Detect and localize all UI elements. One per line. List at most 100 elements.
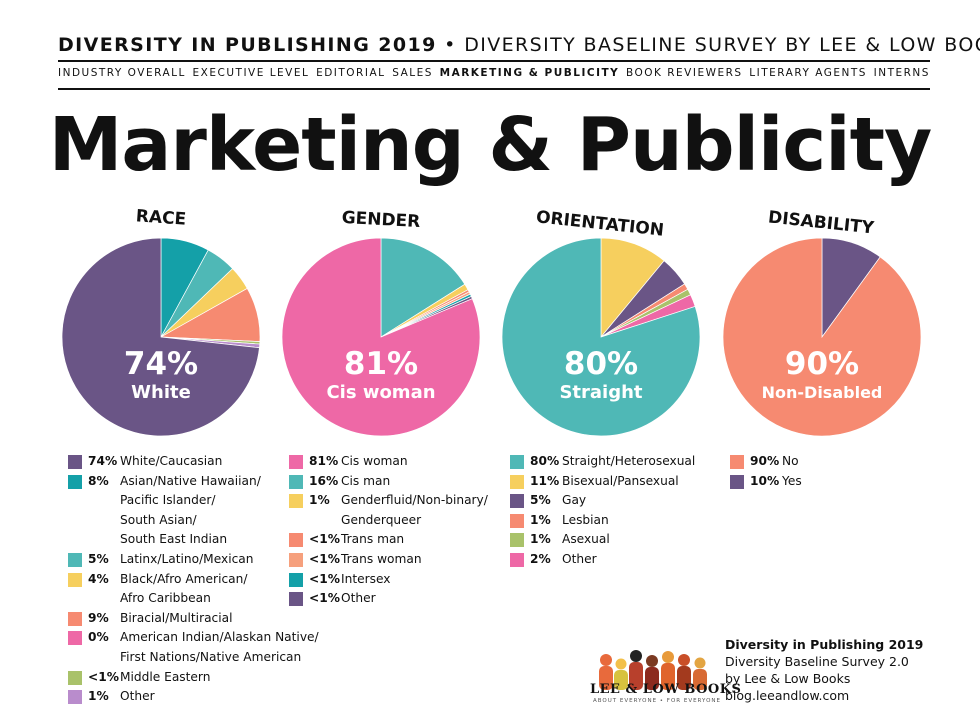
header-rule-top — [58, 60, 930, 62]
legend-percent: 1% — [309, 493, 330, 508]
legend-percent: 0% — [88, 630, 109, 645]
legend-item-orientation: 2% Other — [510, 550, 715, 570]
pie-highlight-label-gender: Cis woman — [326, 382, 435, 403]
legend-label: South East Indian — [120, 532, 228, 547]
legend-item-orientation: 11% Bisexual/Pansexual — [510, 472, 715, 492]
legend-percent: 8% — [88, 473, 109, 488]
legend-label: Biracial/Multiracial — [120, 610, 233, 625]
legend-label: Intersex — [341, 571, 391, 586]
legend-item-disability: 10% Yes — [730, 472, 910, 492]
credit-line-2: Diversity Baseline Survey 2.0 — [725, 654, 909, 669]
legend-percent: 81% — [309, 454, 339, 468]
pie-highlight-pct-race: 74% — [124, 346, 198, 382]
legend-percent: <1% — [309, 551, 340, 566]
pie-highlight-pct-orientation: 80% — [564, 346, 638, 382]
legend-item-orientation: 1% Asexual — [510, 530, 715, 550]
legend-percent: <1% — [309, 591, 340, 606]
legend-item-gender: <1% Trans woman — [289, 550, 494, 570]
pie-highlight-pct-gender: 81% — [344, 346, 418, 382]
legend-label: White/Caucasian — [120, 454, 223, 468]
header-title-rest: DIVERSITY BASELINE SURVEY BY LEE & LOW B… — [464, 34, 980, 56]
legend-item-orientation: 5% Gay — [510, 491, 715, 511]
legend-percent: 2% — [530, 551, 551, 566]
legend-percent: 80% — [530, 454, 560, 468]
legend-percent: 1% — [88, 689, 109, 704]
pie-slice-orientation-0 — [501, 237, 701, 437]
legend-swatch — [289, 592, 303, 607]
legend-percent: 5% — [88, 551, 109, 566]
legend-disability: 90% No 10% Yes — [730, 452, 910, 491]
legend-label: Other — [120, 689, 155, 704]
legend-swatch — [510, 474, 524, 489]
legend-swatch — [510, 552, 524, 567]
legend-percent: 4% — [88, 571, 109, 586]
credit-line-1: Diversity in Publishing 2019 — [725, 637, 924, 652]
legend-label: First Nations/Native American — [120, 649, 302, 664]
legend-item-race: 9% Biracial/Multiracial — [68, 609, 290, 629]
legend-swatch — [510, 533, 524, 548]
legend-item-gender: <1% Other — [289, 589, 494, 609]
legend-percent: 16% — [309, 473, 339, 488]
nav-item-interns[interactable]: INTERNS — [873, 67, 930, 79]
legend-race: 74% White/Caucasian 8% Asian/Native Hawaiia… — [68, 452, 319, 707]
legend-swatch — [289, 552, 303, 567]
nav-item-marketing-publicity[interactable]: MARKETING & PUBLICITY — [439, 67, 620, 79]
nav-item-book-reviewers[interactable]: BOOK REVIEWERS — [625, 67, 743, 79]
legend-swatch — [289, 494, 303, 509]
legend-label: Yes — [782, 473, 802, 488]
legend-percent: 90% — [750, 454, 780, 468]
legend-item-race: South East Indian — [68, 530, 290, 550]
legend-percent: <1% — [309, 532, 340, 547]
legend-item-orientation: 80% Straight/Heterosexual — [510, 452, 715, 472]
legend-item-gender: <1% Trans man — [289, 530, 494, 550]
legend-item-race: 8% Asian/Native Hawaiian/ — [68, 472, 290, 492]
legend-item-orientation: 1% Lesbian — [510, 511, 715, 531]
legend-item-race: 4% Black/Afro American/ — [68, 570, 290, 590]
legend-label: Asian/Native Hawaiian/ — [120, 473, 261, 488]
legend-percent: <1% — [309, 571, 340, 586]
legend-label: No — [782, 454, 799, 468]
legend-swatch — [510, 513, 524, 528]
nav-item-editorial[interactable]: EDITORIAL — [316, 67, 386, 79]
legend-item-race: First Nations/Native American — [68, 648, 301, 668]
legend-percent: 9% — [88, 610, 109, 625]
legend-label: Trans man — [341, 532, 405, 547]
pie-highlight-label-race: White — [131, 382, 191, 403]
legend-label: South Asian/ — [120, 512, 197, 527]
legend-swatch — [510, 455, 524, 469]
nav-item-literary-agents[interactable]: LITERARY AGENTS — [749, 67, 867, 79]
pie-slice-gender-1 — [380, 237, 466, 338]
legend-swatch — [68, 455, 82, 469]
legend-item-gender: 1% Genderfluid/Non-binary/ — [289, 491, 494, 511]
legend-label: Straight/Heterosexual — [562, 454, 696, 468]
nav-item-industry-overall[interactable]: INDUSTRY OVERALL — [58, 67, 186, 79]
pie-highlight-label-orientation: Straight — [559, 382, 642, 403]
legend-swatch — [68, 611, 82, 626]
legend-item-race: <1% Middle Eastern — [68, 668, 290, 688]
nav-item-executive-level[interactable]: EXECUTIVE LEVEL — [192, 67, 310, 79]
pie-slice-orientation-1 — [600, 237, 665, 338]
legend-label: Cis man — [341, 473, 391, 488]
nav-item-sales[interactable]: SALES — [392, 67, 433, 79]
pie-highlight-label-disability: Non-Disabled — [762, 383, 883, 402]
legend-percent: 5% — [530, 493, 551, 508]
legend-item-race: 1% Other — [68, 687, 290, 707]
legend-percent: 74% — [88, 454, 118, 468]
legend-label: Pacific Islander/ — [120, 493, 216, 508]
legend-label: Asexual — [562, 532, 610, 547]
legend-swatch — [68, 552, 82, 567]
legend-percent: 1% — [530, 512, 551, 527]
section-nav: INDUSTRY OVERALL EXECUTIVE LEVEL EDITORIAL… — [58, 67, 930, 79]
legend-gender: 81% Cis woman 16% Cis man 1% Genderfluid/Non-… — [289, 452, 494, 609]
pie-slice-race-0 — [61, 237, 260, 437]
legend-item-race: 74% White/Caucasian — [68, 452, 290, 472]
lee-and-low-logo — [599, 650, 707, 690]
legend-label: Other — [562, 551, 597, 566]
legend-swatch — [289, 572, 303, 587]
legend-percent: 10% — [750, 473, 780, 488]
legend-label: Lesbian — [562, 512, 609, 527]
legend-label: Genderqueer — [341, 512, 422, 527]
legend-swatch — [289, 474, 303, 489]
header-separator: • — [444, 34, 457, 56]
